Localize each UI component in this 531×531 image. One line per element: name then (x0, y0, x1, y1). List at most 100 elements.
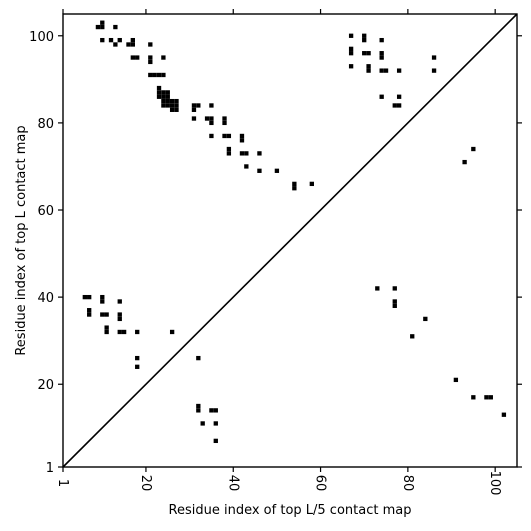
contact-mark-lower (196, 355, 201, 361)
x-tick-label: 1 (55, 479, 70, 487)
contact-mark-upper (209, 133, 214, 139)
contact-mark-lower (104, 312, 109, 317)
contact-mark-upper (174, 107, 179, 112)
contact-mark-upper (362, 51, 367, 56)
contact-mark-upper (156, 90, 162, 95)
contact-mark-upper (95, 24, 101, 30)
contact-mark-lower (169, 329, 175, 335)
contact-mark-upper (126, 42, 131, 47)
contact-mark-lower (501, 412, 507, 417)
contact-mark-upper (379, 37, 384, 43)
contact-mark-upper (161, 55, 166, 60)
contact-mark-upper (204, 116, 210, 121)
contact-mark-lower (104, 329, 109, 335)
contact-mark-upper (292, 186, 297, 191)
contact-mark-upper (431, 55, 437, 60)
contact-mark-upper (209, 103, 214, 108)
contact-mark-lower (200, 421, 205, 426)
contact-mark-upper (117, 37, 122, 43)
contact-mark-lower (135, 355, 140, 361)
contact-mark-upper (165, 94, 170, 99)
contact-mark-upper (274, 168, 280, 173)
y-tick-label: 1 (46, 461, 54, 476)
contact-mark-upper (130, 55, 135, 60)
contact-mark-upper (169, 98, 175, 104)
contact-mark-upper (169, 107, 175, 112)
contact-mark-upper (113, 42, 118, 47)
contact-mark-upper (244, 151, 249, 156)
contact-mark-lower (410, 334, 415, 339)
contact-mark-upper (379, 94, 384, 99)
contact-mark-lower (488, 395, 493, 400)
contact-mark-lower (117, 329, 122, 335)
contact-mark-lower (82, 294, 87, 300)
plot-frame (62, 13, 518, 468)
contact-mark-lower (87, 308, 92, 313)
x-tick-label: 20 (138, 475, 153, 492)
contact-mark-upper (148, 55, 153, 60)
contact-mark-lower (135, 364, 140, 369)
contact-mark-upper (348, 64, 354, 69)
contact-mark-upper (239, 133, 245, 139)
upper-triangle-contacts (95, 20, 476, 191)
y-tick-label: 20 (37, 378, 54, 393)
contact-mark-upper (348, 51, 354, 56)
contact-mark-upper (113, 24, 118, 30)
contact-mark-upper (174, 98, 179, 104)
contact-mark-upper (100, 24, 105, 30)
contact-mark-upper (148, 59, 153, 65)
contact-mark-lower (196, 408, 201, 413)
diagonal-line (62, 13, 518, 468)
contact-mark-upper (239, 138, 245, 143)
contact-mark-upper (362, 37, 367, 43)
contact-mark-lower (100, 299, 105, 304)
contact-mark-upper (209, 120, 214, 126)
x-tick-label: 40 (225, 475, 240, 492)
contact-mark-lower (87, 312, 92, 317)
contact-mark-lower (213, 438, 218, 444)
contact-mark-lower (392, 303, 397, 308)
contact-mark-upper (100, 20, 105, 25)
contact-mark-upper (191, 107, 197, 112)
contact-mark-lower (213, 408, 218, 413)
contact-mark-upper (239, 151, 245, 156)
contact-mark-upper (379, 51, 384, 56)
x-axis-label: Residue index of top L/5 contact map (169, 503, 412, 518)
contact-mark-upper (222, 116, 227, 121)
contact-mark-upper (392, 103, 397, 108)
x-tick-label: 80 (400, 475, 415, 492)
contact-mark-upper (156, 94, 162, 99)
contact-mark-upper (226, 133, 232, 139)
contact-mark-lower (87, 294, 92, 300)
contact-mark-upper (257, 168, 262, 173)
contact-mark-lower (121, 329, 127, 335)
y-tick-label: 60 (37, 204, 54, 219)
contact-mark-upper (161, 94, 166, 99)
contact-mark-lower (104, 325, 109, 330)
contact-mark-lower (100, 294, 105, 300)
contact-mark-lower (392, 299, 397, 304)
contact-mark-upper (148, 42, 153, 47)
y-tick-label: 40 (37, 291, 54, 306)
contact-mark-lower (375, 286, 380, 291)
contact-mark-upper (366, 64, 371, 69)
contact-mark-upper (244, 164, 249, 169)
contact-mark-upper (130, 42, 135, 47)
contact-mark-upper (209, 116, 214, 121)
contact-mark-upper (348, 46, 354, 51)
contact-mark-lower (471, 395, 476, 400)
contact-mark-lower (423, 316, 428, 322)
contact-mark-lower (196, 403, 201, 409)
contact-mark-upper (222, 120, 227, 126)
y-tick-label: 100 (29, 30, 54, 45)
contact-mark-upper (396, 68, 402, 73)
contact-mark-upper (130, 37, 135, 43)
contact-mark-lower (213, 421, 218, 426)
contact-mark-upper (191, 103, 197, 108)
contact-mark-upper (226, 146, 232, 152)
contact-mark-upper (348, 33, 354, 38)
contact-mark-upper (161, 90, 166, 95)
contact-mark-upper (462, 159, 467, 165)
